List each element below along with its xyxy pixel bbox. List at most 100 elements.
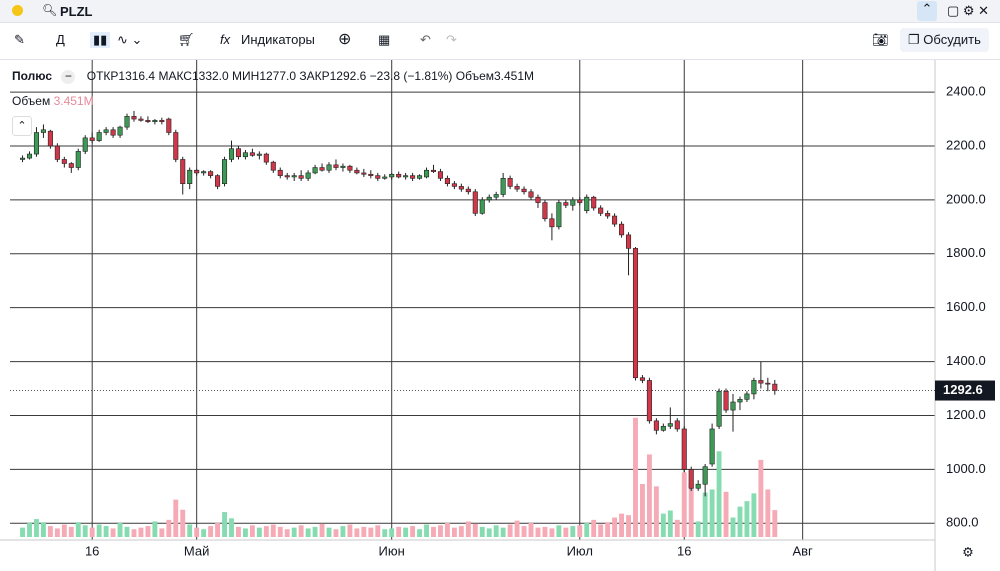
candle-body: [40, 129, 46, 133]
volume-bar: [263, 526, 269, 537]
collapse-button[interactable]: ⌃: [917, 1, 937, 21]
candle-body: [479, 199, 485, 214]
toolbar: ✎ Д ▮▮ ∿ ⌄ 🛒︎ fx Индикаторы ⊕ ▦ ↶ ↷ 📷︎ ❐…: [0, 23, 1000, 60]
volume-bar: [40, 522, 46, 537]
candle-body: [26, 153, 33, 159]
volume-bar: [96, 524, 102, 537]
collapse-legend[interactable]: ⌃: [12, 116, 32, 136]
area-button[interactable]: ∿ ⌄: [117, 32, 143, 47]
candle-body: [486, 196, 492, 201]
volume-bar: [500, 527, 506, 537]
volume-bar: [410, 526, 416, 537]
volume-bar: [612, 517, 618, 537]
interval-button[interactable]: Д: [56, 32, 65, 47]
volume-value: 3.451M: [494, 69, 535, 83]
candle-body: [702, 466, 708, 485]
volume-bar: [298, 525, 304, 537]
add-button[interactable]: ⊕: [338, 31, 352, 48]
candle-body: [695, 483, 701, 489]
snapshot-button[interactable]: 📷︎: [872, 32, 889, 47]
redo-button[interactable]: ↷: [446, 32, 457, 47]
chart-type-button[interactable]: ▮▮: [90, 32, 111, 48]
volume-bar: [451, 527, 457, 537]
candle-body: [612, 215, 618, 225]
volume-bar: [319, 523, 325, 537]
volume-bar: [772, 510, 778, 537]
candle-body: [75, 151, 81, 168]
volume-bar: [507, 524, 513, 537]
candle-body: [744, 393, 750, 400]
candle-body: [403, 175, 409, 178]
volume-bar: [368, 527, 374, 537]
candle-body: [723, 390, 729, 411]
volume-bar: [681, 472, 687, 537]
candle-body: [444, 178, 450, 185]
candle-body: [507, 178, 513, 187]
volume-bar: [173, 499, 179, 537]
symbol[interactable]: PLZL: [60, 4, 93, 19]
candle-body: [249, 152, 255, 156]
volume-bar: [34, 519, 39, 537]
y-tick-label: 1200.0: [946, 407, 986, 422]
layout-button[interactable]: ▦: [378, 32, 391, 47]
candle-body: [514, 186, 520, 190]
indicators-button[interactable]: Индикаторы: [241, 32, 315, 47]
volume-bar: [124, 526, 130, 537]
volume-bar: [103, 526, 109, 537]
volume-bar: [751, 493, 757, 537]
candle-body: [208, 171, 214, 176]
volume-bar: [417, 529, 423, 537]
candle-body: [660, 425, 666, 431]
hide-button[interactable]: −: [61, 70, 76, 84]
volume-bar: [577, 525, 583, 537]
volume-bar: [472, 523, 478, 537]
volume-value: 3.451M: [53, 94, 94, 108]
volume-bar: [187, 524, 193, 537]
candle-body: [319, 167, 325, 171]
open-label: ОТКР: [86, 69, 119, 83]
volume-bar: [340, 526, 346, 537]
volume-bar: [270, 524, 276, 537]
undo-button[interactable]: ↶: [420, 32, 431, 47]
discuss-button[interactable]: ❐ Обсудить: [900, 28, 989, 52]
candle-body: [68, 163, 74, 168]
candle-body: [47, 130, 53, 147]
legend: Полюс − ОТКР1316.4 МАКС1332.0 МИН1277.0 …: [12, 69, 534, 84]
volume-bar: [145, 526, 151, 537]
candle-body: [96, 132, 102, 141]
draw-button[interactable]: ✎: [14, 32, 25, 47]
x-tick-label: Июл: [567, 543, 593, 558]
candle-body: [549, 218, 555, 228]
volume-bar: [131, 529, 137, 537]
search-icon[interactable]: 🔍︎: [42, 3, 58, 17]
candle-body: [765, 382, 771, 385]
candle-body: [667, 423, 673, 427]
volume-bar: [765, 489, 771, 537]
volume-label: Объем: [455, 69, 494, 83]
candle-body: [417, 175, 423, 179]
volume-bar: [354, 528, 360, 537]
open-value: 1316.4: [118, 69, 156, 83]
candle-body: [82, 137, 88, 152]
settings-icon[interactable]: ⚙: [962, 544, 974, 559]
candle-body: [437, 171, 443, 179]
candle-body: [326, 164, 332, 171]
candle-body: [20, 157, 26, 160]
candle-body: [117, 126, 123, 136]
candle-body: [145, 120, 151, 123]
change-value: −23.8: [369, 69, 401, 83]
candle-body: [340, 165, 346, 168]
x-tick-label: 16: [677, 543, 691, 558]
window-buttons[interactable]: ▢ ⚙ ✕: [947, 3, 990, 18]
price-tag: [935, 380, 995, 401]
candle-body: [263, 153, 269, 163]
volume-bar: [68, 526, 74, 537]
candle-body: [772, 383, 778, 391]
candle-body: [270, 161, 276, 171]
cart-button[interactable]: 🛒︎: [178, 32, 195, 47]
discuss-label: Обсудить: [923, 32, 981, 47]
candle-body: [646, 380, 652, 422]
candle-body: [709, 428, 715, 465]
fx-icon[interactable]: fx: [220, 32, 231, 47]
candle-body: [33, 132, 39, 155]
